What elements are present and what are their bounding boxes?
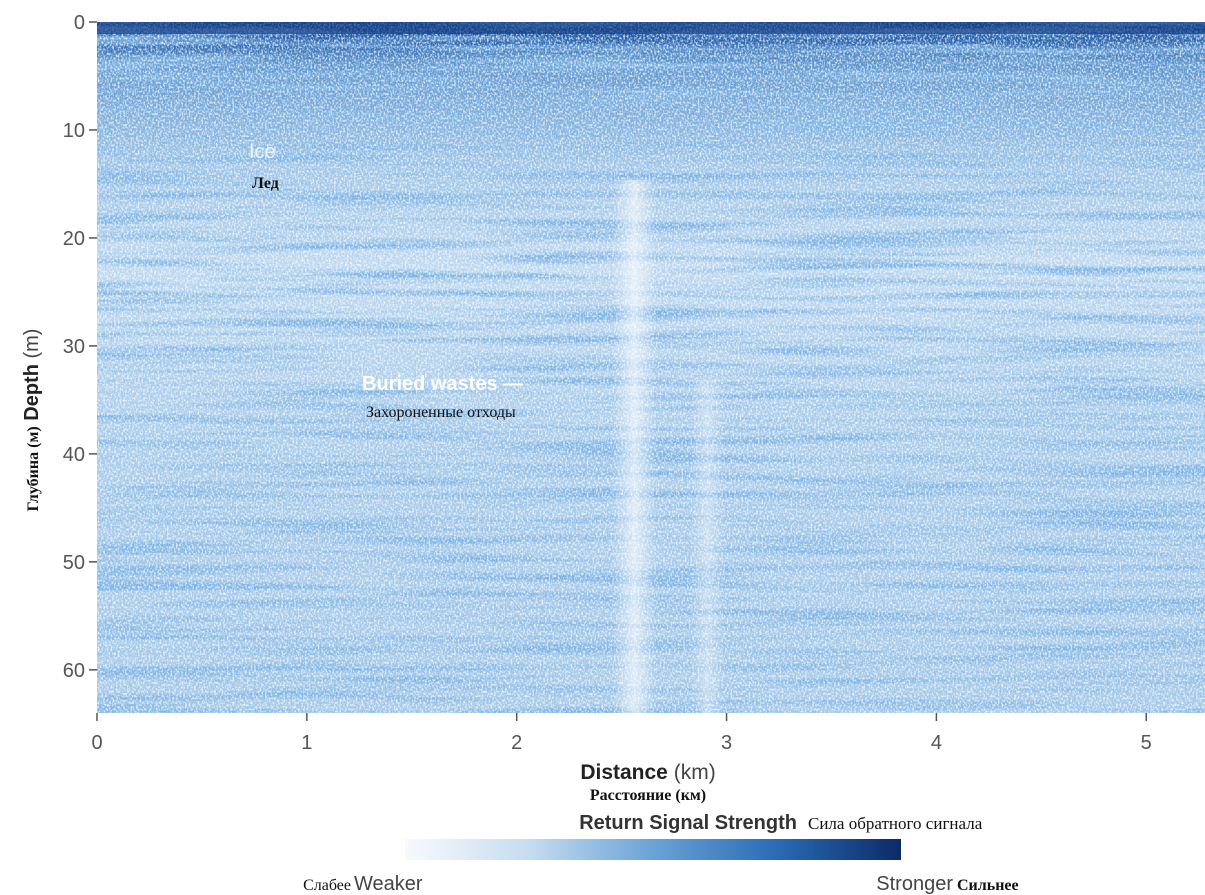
y-tick-label: 0 [74,12,85,34]
colorbar-title-ru: Сила обратного сигнала [808,814,983,833]
radargram [97,22,1205,713]
y-tick-label: 50 [63,552,85,574]
x-axis-label-ru: Расстояние (км) [590,787,706,804]
colorbar-title: Return Signal Strength [579,812,797,834]
colorbar-high-ru: Сильнее [957,877,1019,894]
colorbar-low-ru: Слабее [303,877,351,894]
x-tick-label: 0 [91,732,102,754]
x-tick-label: 4 [931,732,942,754]
y-label-ru: Глубина (м) [25,426,42,511]
annotation: Лед [252,175,279,192]
colorbar-high: Stronger [876,873,953,895]
y-tick-label: 20 [63,228,85,250]
x-tick-label: 2 [511,732,522,754]
stripe [690,380,725,713]
x-label: Distance [580,761,668,784]
x-axis-label: Distance (km) [580,761,715,784]
stripe [612,180,657,713]
surface [97,22,1205,34]
annotation: Ice [249,141,276,163]
colorbar-low: Weaker [354,873,423,895]
y-unit: (m) [21,329,43,359]
annotation: Захороненные отходы [366,404,516,421]
x-tick-label: 1 [301,732,312,754]
chart: Ice Лед Buried wastes — Захороненные отх… [0,0,1205,895]
colorbar [405,839,901,860]
annotation: Buried wastes — [362,373,523,395]
x-tick-label: 3 [721,732,732,754]
y-tick-label: 30 [63,336,85,358]
y-axis-label: Глубина (м) Depth (m) [21,329,43,512]
y-tick-label: 40 [63,444,85,466]
y-tick-label: 10 [63,120,85,142]
x-unit: (km) [674,761,716,784]
x-tick-label: 5 [1141,732,1152,754]
y-label: Depth [21,364,43,421]
y-tick-label: 60 [63,660,85,682]
